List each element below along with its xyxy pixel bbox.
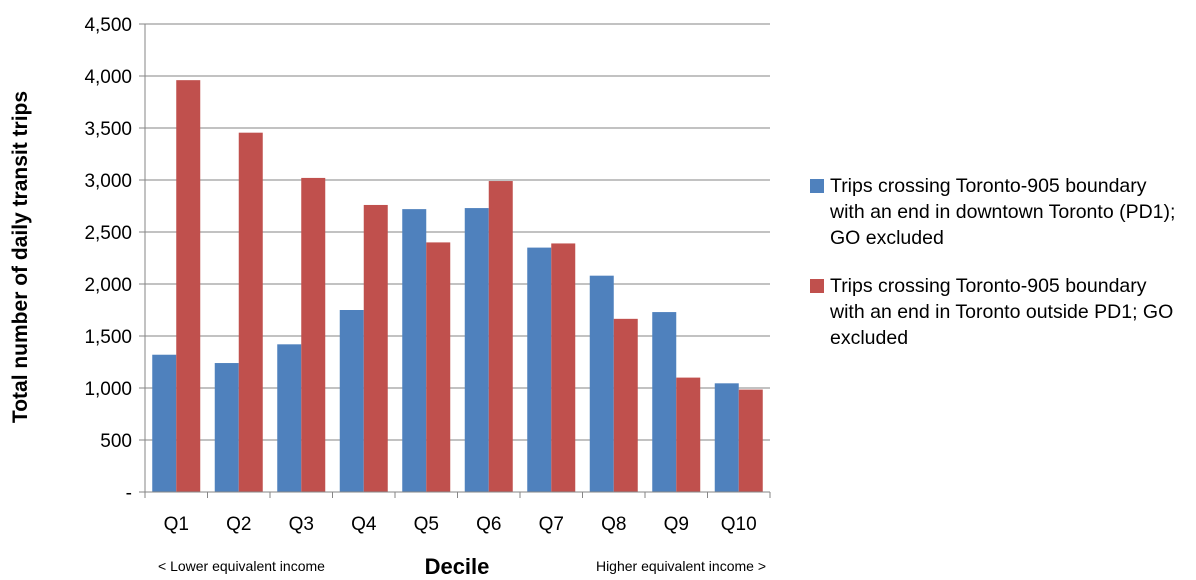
bar-q1-series-1 <box>152 354 177 492</box>
bar-q8-series-2 <box>613 318 638 492</box>
x-tick-label-q10: Q10 <box>721 514 757 535</box>
y-tick-label: 3,500 <box>84 119 132 140</box>
bar-q5-series-2 <box>426 242 451 492</box>
y-tick-label: 2,500 <box>84 223 132 244</box>
y-tick-label: 1,000 <box>84 379 132 400</box>
bar-q4-series-1 <box>339 310 364 492</box>
x-tick-label-q3: Q3 <box>289 514 314 535</box>
bars <box>152 80 763 493</box>
x-axis-right-note: Higher equivalent income > <box>596 558 766 574</box>
axes <box>139 23 771 498</box>
x-tick-label-q2: Q2 <box>226 514 251 535</box>
x-tick-label-q6: Q6 <box>476 514 501 535</box>
y-tick-labels: - 500 1,000 1,500 2,000 2,500 3,000 3,500 4,000 4… <box>84 15 132 504</box>
bar-q7-series-2 <box>551 243 576 492</box>
x-axis-left-note: < Lower equivalent income <box>158 558 325 574</box>
y-tick-label: 3,000 <box>84 171 132 192</box>
bar-q9-series-2 <box>676 377 701 492</box>
bar-q4-series-2 <box>363 204 388 492</box>
bar-q3-series-1 <box>277 344 302 492</box>
x-tick-label-q7: Q7 <box>539 514 564 535</box>
bar-q9-series-1 <box>652 312 677 492</box>
y-axis-title: Total number of daily transit trips <box>9 91 32 423</box>
x-tick-label-q5: Q5 <box>414 514 439 535</box>
y-tick-label: 2,000 <box>84 275 132 296</box>
bar-q3-series-2 <box>301 177 326 493</box>
x-tick-label-q4: Q4 <box>351 514 377 535</box>
x-axis-title: Decile <box>425 554 490 579</box>
y-tick-label: 500 <box>100 431 132 452</box>
legend-item-downtown: Trips crossing Toronto-905 boundary with… <box>810 173 1190 251</box>
bar-q10-series-1 <box>714 383 739 492</box>
bar-q2-series-2 <box>238 132 263 492</box>
legend-swatch-blue <box>810 179 824 193</box>
legend-swatch-red <box>810 279 824 293</box>
bar-q6-series-2 <box>488 181 513 493</box>
x-tick-label-q8: Q8 <box>601 514 626 535</box>
legend: Trips crossing Toronto-905 boundary with… <box>810 173 1190 373</box>
bar-q10-series-2 <box>738 389 763 492</box>
bar-q8-series-1 <box>589 275 614 492</box>
y-tick-label: 1,500 <box>84 327 132 348</box>
legend-item-outside-pd1: Trips crossing Toronto-905 boundary with… <box>810 273 1190 351</box>
legend-label: Trips crossing Toronto-905 boundary with… <box>830 175 1176 249</box>
y-tick-label: 4,000 <box>84 67 132 88</box>
bar-q1-series-2 <box>176 80 201 492</box>
bar-q6-series-1 <box>464 208 489 492</box>
x-tick-label-q1: Q1 <box>164 514 189 535</box>
x-tick-labels: Q1 Q2 Q3 Q4 Q5 Q6 Q7 Q8 Q9 Q10 <box>164 514 757 535</box>
x-tick-label-q9: Q9 <box>664 514 689 535</box>
y-tick-label: 4,500 <box>84 15 132 36</box>
bar-q2-series-1 <box>214 363 239 492</box>
y-tick-label: - <box>126 483 132 504</box>
legend-label: Trips crossing Toronto-905 boundary with… <box>830 275 1174 349</box>
bar-q5-series-1 <box>402 209 427 492</box>
bar-q7-series-1 <box>527 247 552 492</box>
